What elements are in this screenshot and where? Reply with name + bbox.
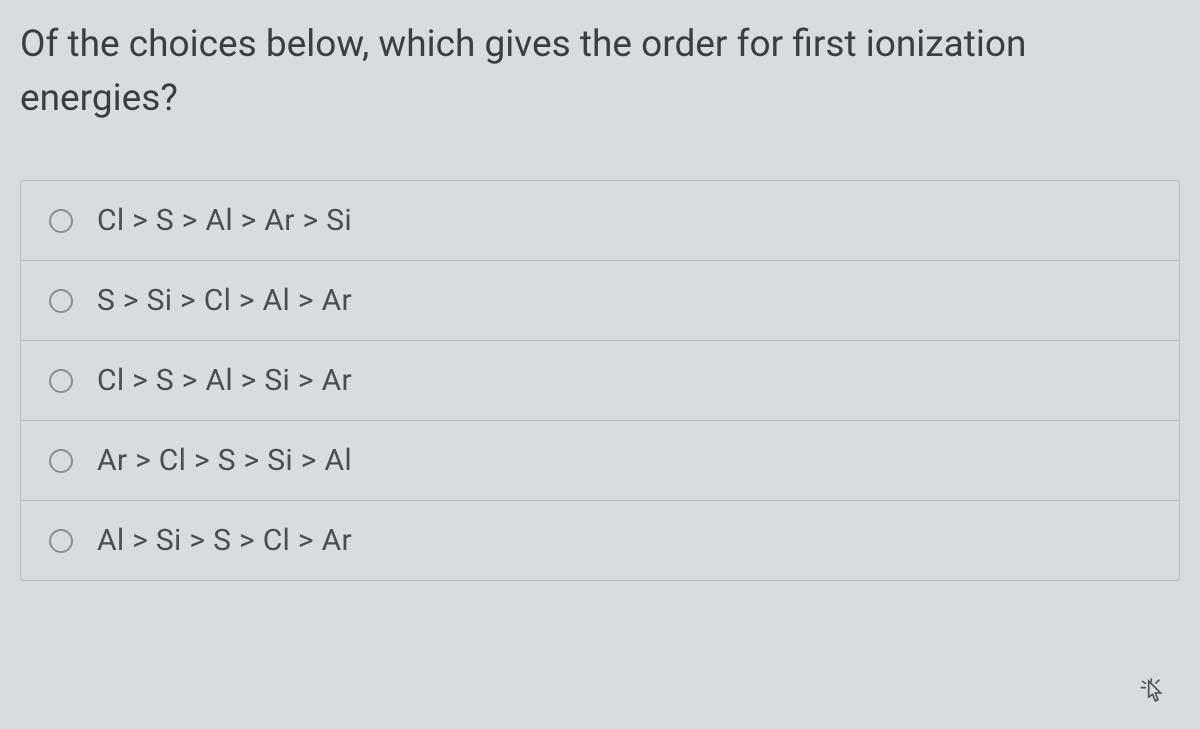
radio-icon (49, 369, 73, 393)
choice-label: Cl > S > Al > Si > Ar (97, 363, 352, 398)
radio-icon (49, 529, 73, 553)
choice-option-1[interactable]: Cl > S > Al > Ar > Si (21, 181, 1179, 261)
choices-list: Cl > S > Al > Ar > Si S > Si > Cl > Al >… (20, 180, 1180, 581)
choice-option-4[interactable]: Ar > Cl > S > Si > Al (21, 421, 1179, 501)
radio-icon (49, 209, 73, 233)
choice-label: Cl > S > Al > Ar > Si (97, 203, 352, 238)
choice-label: Al > Si > S > Cl > Ar (97, 523, 352, 558)
radio-icon (49, 449, 73, 473)
radio-icon (49, 289, 73, 313)
question-prompt: Of the choices below, which gives the or… (20, 18, 1180, 125)
choice-label: S > Si > Cl > Al > Ar (97, 283, 352, 318)
choice-option-2[interactable]: S > Si > Cl > Al > Ar (21, 261, 1179, 341)
pointer-cursor-icon (1138, 677, 1170, 709)
choice-label: Ar > Cl > S > Si > Al (97, 443, 352, 478)
choice-option-5[interactable]: Al > Si > S > Cl > Ar (21, 501, 1179, 580)
choice-option-3[interactable]: Cl > S > Al > Si > Ar (21, 341, 1179, 421)
